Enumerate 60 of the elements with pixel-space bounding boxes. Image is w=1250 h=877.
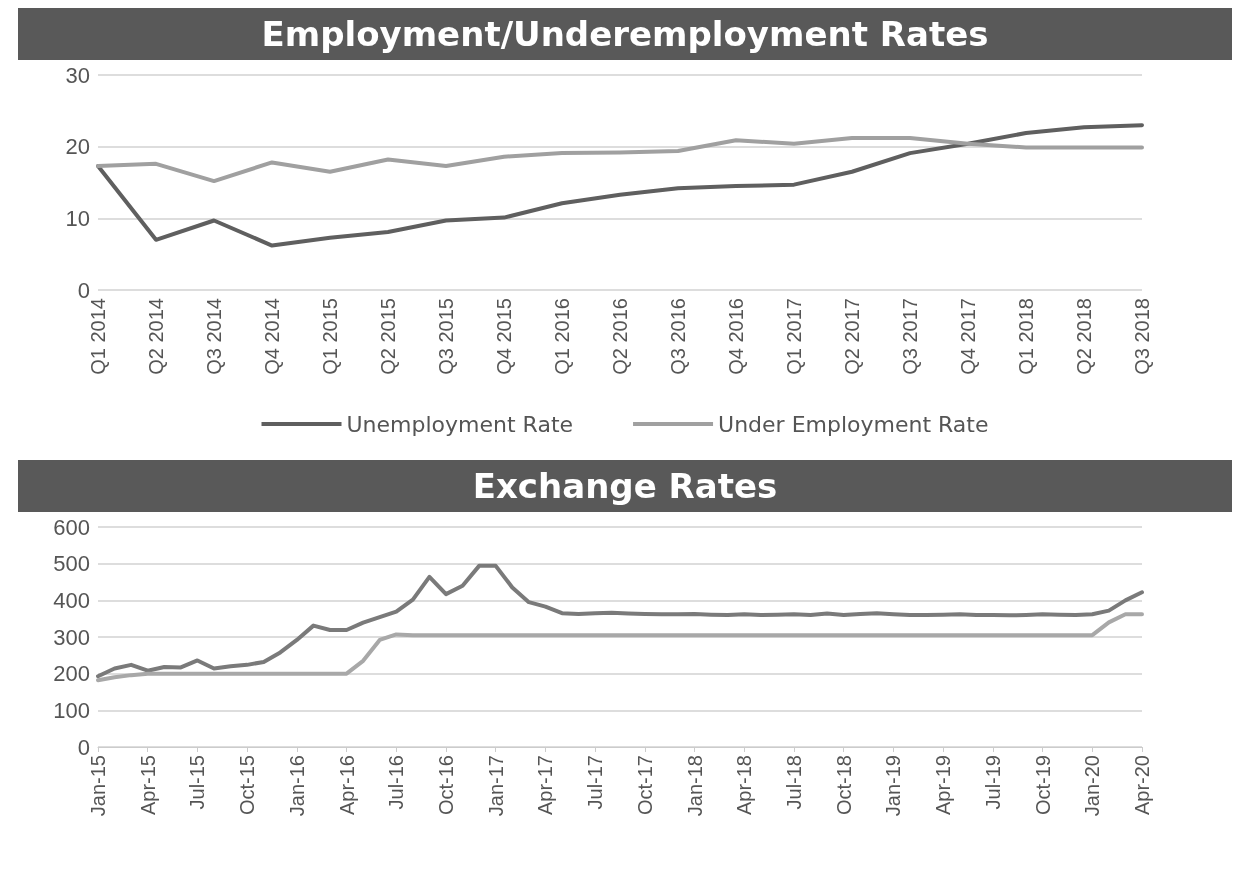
line-series	[96, 136, 1144, 184]
y-tick-label: 10	[65, 205, 90, 231]
x-tick-label: Oct-15	[236, 755, 259, 816]
x-tick-label: Q2 2018	[1073, 298, 1095, 375]
x-tick-label: Jan-16	[285, 755, 308, 817]
chart-title: Employment/Underemployment Rates	[18, 8, 1232, 60]
x-tick-label: Jan-17	[484, 755, 507, 817]
x-tick-label: Apr-19	[932, 755, 955, 816]
y-tick-label: 400	[53, 587, 90, 613]
y-tick-label: 300	[53, 624, 90, 650]
x-tick-label: Apr-17	[534, 755, 557, 816]
y-tick-label: 20	[65, 134, 90, 160]
x-tick-label: Q2 2016	[609, 298, 631, 375]
x-tick-label: Q2 2014	[145, 298, 167, 375]
x-tick-label: Q1 2016	[551, 298, 573, 375]
x-tick-label: Q2 2017	[841, 298, 863, 375]
x-tick-label: Jan-19	[882, 755, 905, 817]
chart-title: Exchange Rates	[18, 460, 1232, 512]
y-tick-label: 200	[53, 661, 90, 687]
x-tick-label: Jul-19	[981, 755, 1004, 810]
x-tick-label: Q4 2017	[957, 298, 979, 375]
line-series	[96, 123, 1144, 248]
x-tick-label: Oct-16	[435, 755, 457, 816]
line-series	[96, 612, 1144, 683]
x-tick-label: Q4 2016	[725, 298, 747, 375]
y-tick-label: 500	[53, 551, 90, 577]
x-tick-label: Q2 2015	[377, 298, 399, 375]
x-tick-label: Oct-17	[633, 755, 656, 816]
x-tick-label: Jul-15	[186, 755, 209, 810]
x-tick-label: Jan-18	[683, 755, 706, 817]
y-tick-label: 0	[77, 734, 90, 760]
legend-label: Unemployment Rate	[346, 411, 574, 437]
x-tick-label: Apr-18	[733, 755, 756, 816]
x-tick-label: Oct-19	[1031, 755, 1054, 816]
x-tick-label: Q1 2014	[87, 298, 109, 375]
y-tick-label: 0	[77, 277, 90, 303]
x-tick-label: Apr-20	[1131, 755, 1153, 816]
x-tick-label: Q1 2015	[319, 298, 341, 375]
x-tick-label: Q3 2017	[899, 298, 921, 375]
y-tick-label: 100	[53, 697, 90, 723]
x-tick-label: Q1 2018	[1015, 298, 1037, 375]
x-tick-label: Jan-15	[87, 755, 109, 817]
x-tick-label: Q3 2015	[435, 298, 457, 375]
x-tick-label: Jan-20	[1081, 755, 1104, 817]
x-tick-label: Q4 2014	[261, 298, 283, 375]
x-tick-label: Apr-16	[335, 755, 358, 816]
x-tick-label: Jul-16	[385, 755, 408, 810]
x-tick-label: Q3 2016	[667, 298, 689, 375]
x-tick-label: Q3 2018	[1131, 298, 1153, 375]
x-tick-label: Oct-18	[832, 755, 855, 816]
x-tick-label: Apr-15	[136, 755, 159, 816]
line-series	[96, 563, 1144, 679]
x-tick-label: Jul-17	[584, 755, 607, 810]
y-tick-label: 600	[53, 514, 90, 540]
x-tick-label: Q1 2017	[783, 298, 805, 375]
x-tick-label: Q3 2014	[203, 298, 225, 375]
y-tick-label: 30	[65, 62, 90, 88]
x-tick-label: Q4 2015	[493, 298, 515, 375]
legend-label: Under Employment Rate	[718, 411, 989, 437]
x-tick-label: Jul-18	[783, 755, 805, 810]
